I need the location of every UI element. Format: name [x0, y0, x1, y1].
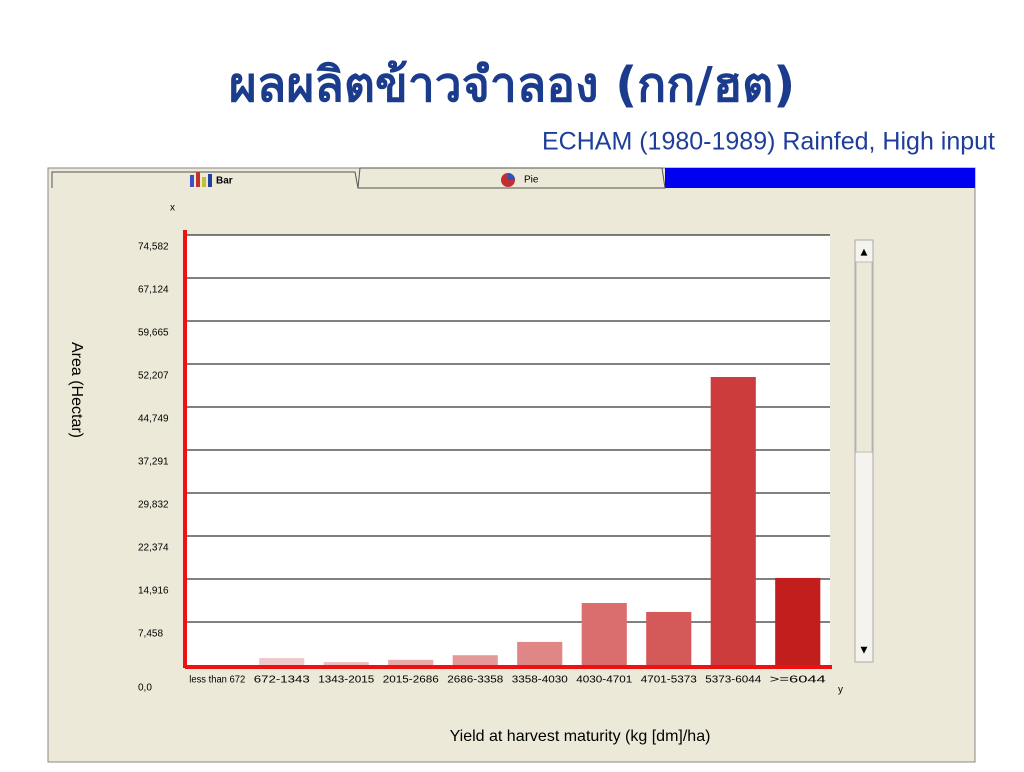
bar [388, 659, 434, 665]
bar [452, 655, 498, 665]
bar [517, 641, 563, 665]
y-tick-label: 7,458 [138, 629, 163, 640]
y-tick-label: 67,124 [138, 285, 169, 296]
bar [775, 577, 821, 665]
tab-label: Bar [216, 176, 233, 187]
y-tick-label: 22,374 [138, 543, 169, 554]
y-tick-label: 37,291 [138, 457, 169, 468]
tab-strip-fill [665, 168, 975, 188]
axis-letter: x [170, 203, 175, 214]
slide-title: ผลผลิตข้าวจำลอง (กก/ฮต) [229, 57, 795, 113]
x-tick-label: less than 672 [189, 675, 245, 686]
x-tick-label: 4701-5373 [641, 675, 698, 686]
y-tick-label: 52,207 [138, 371, 169, 382]
y-axis-label: Area (Hectar) [68, 342, 85, 438]
scroll-down[interactable]: ▼ [861, 646, 868, 656]
x-tick-label: 4030-4701 [576, 675, 633, 686]
axis-letter: y [838, 685, 843, 696]
bar [581, 603, 627, 665]
x-tick-label: >=6044 [770, 675, 827, 686]
y-tick-label: 29,832 [138, 500, 169, 511]
x-axis-label: Yield at harvest maturity (kg [dm]/ha) [450, 728, 711, 745]
x-tick-label: 5373-6044 [705, 675, 762, 686]
bar-icon [208, 174, 212, 187]
bar-icon [196, 172, 200, 187]
y-tick-label: 0,0 [138, 683, 152, 694]
y-tick-label: 14,916 [138, 586, 169, 597]
x-tick-label: 1343-2015 [318, 675, 375, 686]
x-tick-label: 2686-3358 [447, 675, 504, 686]
bar-icon [202, 177, 206, 187]
scroll-thumb[interactable] [855, 261, 873, 453]
bar-icon [190, 175, 194, 187]
slide-subtitle: ECHAM (1980-1989) Rainfed, High input [542, 128, 995, 156]
y-tick-label: 74,582 [138, 242, 169, 253]
x-tick-label: 3358-4030 [512, 675, 569, 686]
pie-icon [508, 173, 515, 180]
bar [323, 662, 369, 665]
y-tick-label: 59,665 [138, 328, 169, 339]
x-tick-label: 2015-2686 [383, 675, 440, 686]
x-tick-label: 672-1343 [254, 675, 311, 686]
y-tick-label: 44,749 [138, 414, 169, 425]
bar [259, 658, 305, 665]
tab-label: Pie [524, 175, 539, 186]
bar [646, 611, 692, 665]
scroll-up[interactable]: ▲ [861, 248, 868, 258]
bar [710, 377, 756, 665]
